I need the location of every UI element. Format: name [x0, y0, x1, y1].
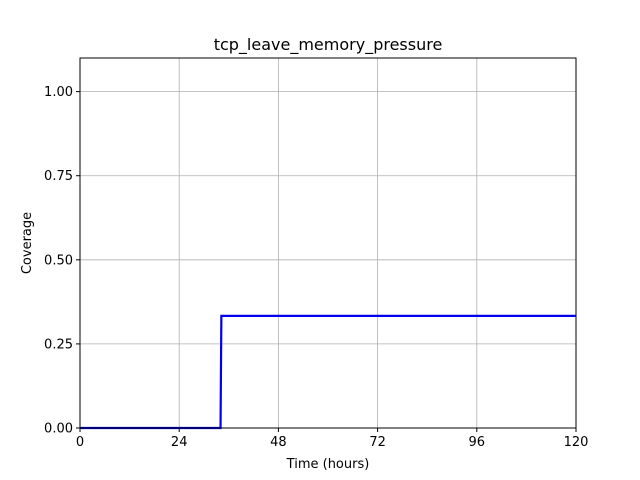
x-tick-label: 96: [469, 435, 486, 450]
chart-title: tcp_leave_memory_pressure: [214, 35, 443, 55]
tick-layer: 0 24 48 72 96 120 0.00 0.25 0.50 0.75 1.00: [44, 85, 588, 450]
x-tick-label: 24: [171, 435, 188, 450]
y-tick-label: 0.25: [44, 337, 73, 352]
x-tick-label: 72: [369, 435, 386, 450]
y-axis-label: Coverage: [20, 212, 35, 274]
y-tick-label: 0.50: [44, 253, 73, 268]
x-tick-label: 120: [564, 435, 589, 450]
y-tick-label: 0.75: [44, 169, 73, 184]
x-tick-label: 48: [270, 435, 287, 450]
x-tick-label: 0: [76, 435, 84, 450]
plot-frame: [79, 57, 577, 429]
x-axis-label: Time (hours): [286, 457, 370, 472]
coverage-series-line: [80, 314, 576, 430]
grid-layer: [79, 58, 577, 429]
y-tick-label: 1.00: [44, 85, 73, 100]
series-layer: [80, 314, 576, 430]
y-tick-label: 0.00: [44, 422, 73, 437]
